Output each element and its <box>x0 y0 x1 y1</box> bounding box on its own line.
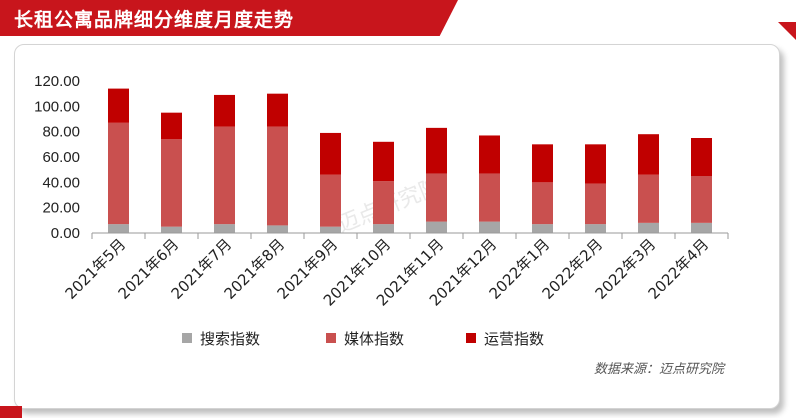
bar-segment-search <box>108 224 129 233</box>
bottom-accent <box>0 406 22 418</box>
y-tick-label: 80.00 <box>42 124 80 141</box>
bar-segment-media <box>691 176 712 223</box>
bar-segment-media <box>532 182 553 225</box>
y-tick-label: 100.00 <box>34 98 80 115</box>
bar-segment-media <box>426 173 447 222</box>
bar-segment-search <box>532 224 553 233</box>
legend-swatch <box>182 333 192 343</box>
y-tick-label: 0.00 <box>51 225 80 242</box>
bar-segment-ops <box>214 94 235 127</box>
bar-segment-ops <box>638 134 659 175</box>
bar-segment-search <box>638 222 659 233</box>
bar-segment-ops <box>532 144 553 183</box>
bar-segment-search <box>691 222 712 233</box>
bar-segment-media <box>373 181 394 225</box>
bar-segment-search <box>479 221 500 233</box>
bar-segment-media <box>161 139 182 227</box>
bar-segment-ops <box>267 93 288 127</box>
bar-segment-media <box>320 174 341 227</box>
bar-segment-ops <box>585 144 606 184</box>
legend-label: 运营指数 <box>484 330 544 348</box>
bar-segment-ops <box>426 127 447 174</box>
y-tick-label: 20.00 <box>42 200 80 217</box>
bar-segment-media <box>214 126 235 225</box>
legend-swatch <box>466 333 476 343</box>
bar-segment-media <box>108 122 129 225</box>
bar-segment-ops <box>691 138 712 176</box>
bar-segment-media <box>638 174 659 223</box>
bar-segment-search <box>373 224 394 233</box>
source-note: 数据来源：迈点研究院 <box>593 362 724 377</box>
bar-segment-search <box>267 225 288 233</box>
legend-label: 搜索指数 <box>200 330 260 348</box>
legend-swatch <box>326 333 336 343</box>
bar-segment-search <box>214 224 235 233</box>
bar-segment-search <box>426 221 447 233</box>
bar-segment-search <box>320 226 341 233</box>
legend-label: 媒体指数 <box>344 330 404 348</box>
page-title: 长租公寓品牌细分维度月度走势 <box>14 9 295 31</box>
bar-segment-ops <box>161 112 182 140</box>
bar-segment-ops <box>373 141 394 182</box>
bar-segment-ops <box>320 132 341 175</box>
bar-segment-ops <box>108 88 129 123</box>
bar-segment-ops <box>479 135 500 174</box>
title-banner <box>0 0 458 36</box>
bar-segment-media <box>585 183 606 225</box>
y-tick-label: 40.00 <box>42 174 80 191</box>
y-tick-label: 60.00 <box>42 149 80 166</box>
bar-segment-media <box>267 126 288 226</box>
bar-segment-search <box>161 226 182 233</box>
y-tick-label: 120.00 <box>34 73 80 90</box>
bar-segment-search <box>585 224 606 233</box>
bar-segment-media <box>479 173 500 222</box>
